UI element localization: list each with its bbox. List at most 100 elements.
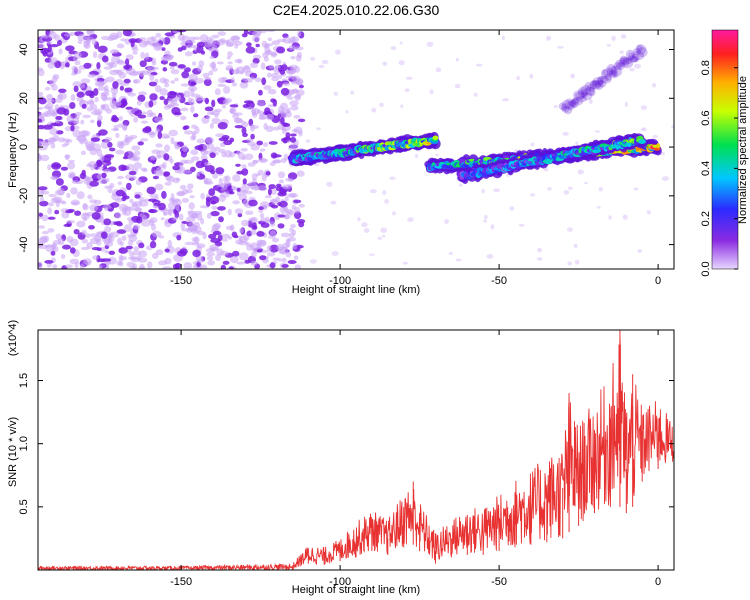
noise-blob <box>265 219 272 223</box>
noise-blob <box>202 72 210 78</box>
noise-blob <box>236 261 246 265</box>
colorbar-tick-label: 0.6 <box>700 110 712 125</box>
noise-blob <box>172 165 181 171</box>
noise-blob <box>85 233 91 239</box>
noise-blob <box>195 173 201 177</box>
noise-blob <box>38 43 45 49</box>
noise-blob <box>274 65 281 69</box>
noise-blob <box>38 124 45 130</box>
noise-blob <box>49 44 59 48</box>
noise-blob <box>293 115 301 119</box>
trace-halo <box>636 47 648 58</box>
trace-halo <box>621 58 634 69</box>
noise-blob <box>217 206 226 211</box>
noise-blob <box>116 43 125 49</box>
noise-blob <box>47 216 56 220</box>
noise-blob <box>177 250 187 257</box>
noise-blob <box>138 266 146 269</box>
noise-blob <box>279 200 288 208</box>
noise-blob <box>47 164 52 171</box>
noise-blob <box>76 191 85 200</box>
noise-blob <box>220 191 231 198</box>
noise-blob <box>70 94 76 101</box>
noise-blob <box>287 260 297 264</box>
noise-blob <box>256 109 261 114</box>
noise-blob <box>118 254 124 262</box>
colorbar-ticks: 0.0 0.2 0.4 0.6 0.8 <box>700 60 738 277</box>
noise-blob <box>112 81 119 89</box>
noise-blob <box>181 197 190 203</box>
noise-blob <box>125 174 132 180</box>
trace-halo <box>591 80 602 90</box>
noise-blob <box>274 212 281 221</box>
noise-blob <box>241 219 250 227</box>
noise-blob <box>89 204 99 212</box>
spectrogram-y-axis-label: Frequency (Hz) <box>7 112 19 188</box>
noise-blob <box>122 206 132 211</box>
noise-blob <box>126 163 135 171</box>
noise-blob <box>206 252 216 257</box>
noise-blob <box>277 171 286 179</box>
noise-blob <box>180 107 189 112</box>
noise-blob <box>598 81 603 86</box>
noise-blob <box>629 67 635 72</box>
noise-blob <box>47 62 55 69</box>
noise-blob <box>186 39 196 44</box>
noise-blob <box>258 116 267 120</box>
noise-blob <box>537 247 543 253</box>
noise-blob <box>280 232 290 238</box>
noise-blob <box>40 235 48 244</box>
noise-blob <box>182 144 188 153</box>
noise-blob <box>316 127 321 131</box>
noise-blob <box>117 181 123 185</box>
noise-blob <box>596 206 601 209</box>
noise-blob <box>288 45 296 51</box>
noise-blob <box>83 40 90 48</box>
noise-blob <box>280 158 287 164</box>
noise-blob <box>363 228 370 233</box>
noise-blob <box>350 90 355 95</box>
noise-blob <box>280 102 288 110</box>
noise-blob <box>94 96 99 103</box>
noise-blob <box>49 57 58 64</box>
noise-blob <box>204 97 209 105</box>
trace-halo <box>619 55 627 65</box>
noise-blob <box>55 178 64 186</box>
noise-blob <box>66 192 71 198</box>
noise-blob <box>271 204 279 209</box>
noise-blob <box>72 129 81 138</box>
noise-blob <box>126 182 132 191</box>
noise-blob <box>262 142 269 148</box>
noise-blob <box>133 79 138 84</box>
noise-blob <box>281 257 287 263</box>
noise-blob <box>557 46 564 49</box>
noise-blob <box>269 262 276 269</box>
noise-blob <box>50 142 56 149</box>
noise-blob <box>229 104 239 108</box>
noise-blob <box>293 126 303 134</box>
trace-halo <box>608 69 617 79</box>
noise-blob <box>196 259 205 263</box>
noise-blob <box>164 32 175 37</box>
noise-blob <box>256 249 263 253</box>
noise-blob <box>473 92 478 97</box>
noise-blob <box>81 103 87 109</box>
noise-blob <box>230 77 235 84</box>
noise-blob <box>134 107 139 112</box>
noise-blob <box>152 175 159 180</box>
x-tick-label: 0 <box>655 576 661 588</box>
noise-blob <box>382 61 388 66</box>
noise-blob <box>568 186 573 190</box>
noise-blob <box>377 236 382 240</box>
noise-blob <box>314 163 320 167</box>
trace-halo <box>632 51 645 61</box>
noise-blob <box>54 104 60 110</box>
trace-halo <box>631 54 640 63</box>
noise-blob <box>217 31 227 36</box>
noise-blob <box>282 122 291 127</box>
noise-blob <box>193 236 200 244</box>
trace-halo <box>597 80 607 88</box>
noise-blob <box>245 106 254 110</box>
noise-blob <box>74 60 81 66</box>
noise-blob <box>246 42 252 47</box>
